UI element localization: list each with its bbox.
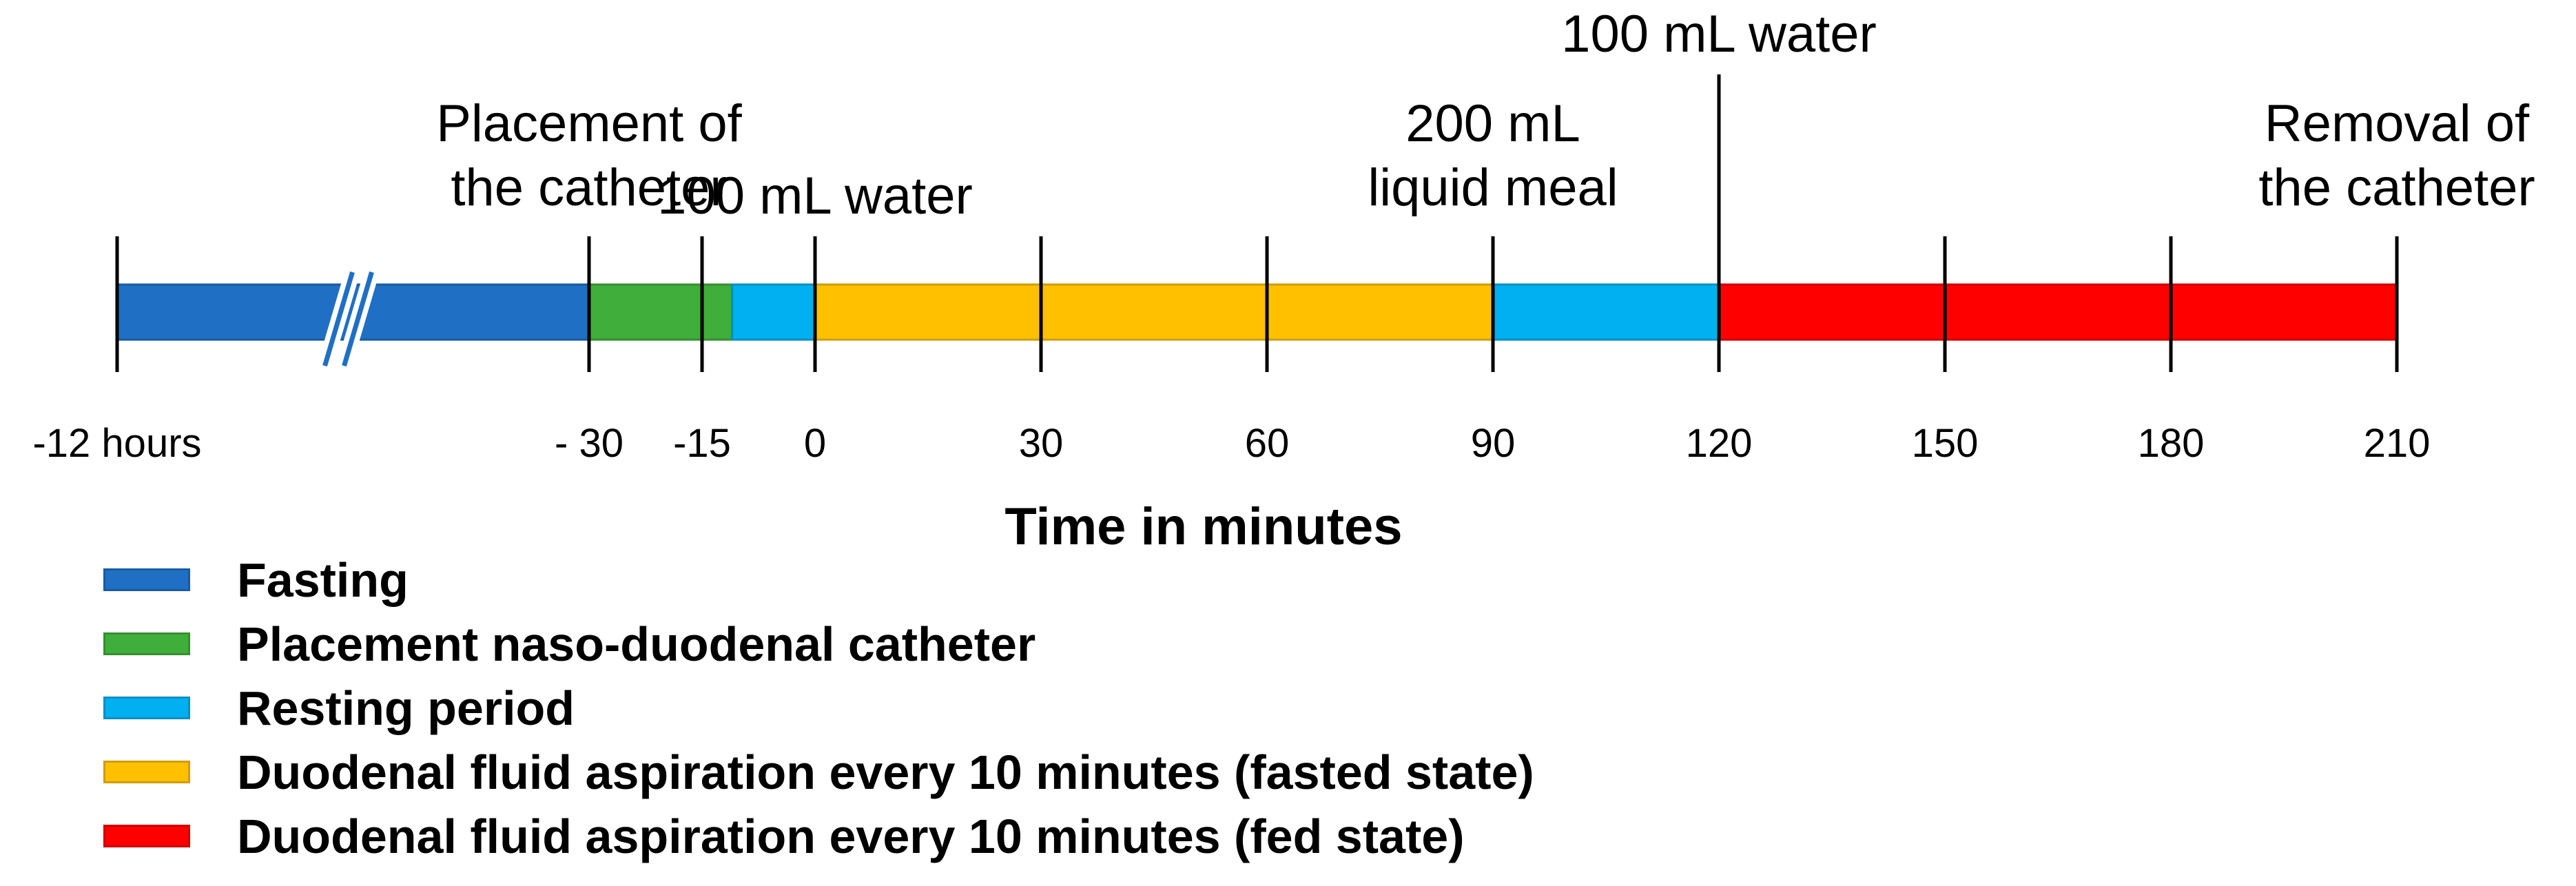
legend-swatch-placement bbox=[103, 632, 190, 655]
segment-resting-1 bbox=[731, 283, 816, 341]
event-label-100-ml-water-line-1: 100 mL water bbox=[657, 167, 973, 225]
segment-fasted-state bbox=[814, 283, 1494, 341]
axis-title: Time in minutes bbox=[1004, 497, 1402, 556]
event-label-placement-of-the-catheter-line-1: Placement of bbox=[436, 94, 742, 153]
segments-layer bbox=[116, 283, 2398, 341]
legend-item-resting: Resting period bbox=[103, 676, 1534, 740]
legend-label-fasted: Duodenal fluid aspiration every 10 minut… bbox=[237, 745, 1534, 799]
event-label-100-ml-water-line-1: 100 mL water bbox=[1561, 5, 1877, 63]
legend-swatch-fasted bbox=[103, 761, 190, 783]
tick-label-30: - 30 bbox=[555, 421, 624, 466]
event-label-200-ml-liquid-meal-line-1: 200 mL bbox=[1405, 94, 1580, 153]
event-label-placement-of-the-catheter-line-2: the catheter bbox=[451, 158, 727, 217]
tick-label-120: 120 bbox=[1686, 421, 1753, 466]
tick-label-60: 60 bbox=[1245, 421, 1290, 466]
segment-fed-state bbox=[1718, 283, 2398, 341]
legend-item-placement: Placement naso-duodenal catheter bbox=[103, 612, 1534, 676]
event-label-removal-of-the-catheter-line-1: Removal of bbox=[2265, 94, 2530, 153]
event-label-removal-of-the-catheter-line-2: the catheter bbox=[2258, 158, 2535, 217]
tick-label-90: 90 bbox=[1471, 421, 1516, 466]
legend-item-fed: Duodenal fluid aspiration every 10 minut… bbox=[103, 804, 1534, 868]
ticks-layer: -12 hours - 30 -15 0 30 60 90 120 150 180 210 bbox=[32, 236, 2430, 466]
segment-resting-2 bbox=[1492, 283, 1720, 341]
tick-label-12-hours: -12 hours bbox=[32, 421, 201, 466]
legend-item-fasted: Duodenal fluid aspiration every 10 minut… bbox=[103, 740, 1534, 804]
event-label-200-ml-liquid-meal-line-2: liquid meal bbox=[1368, 158, 1618, 217]
tick-label-180: 180 bbox=[2138, 421, 2205, 466]
legend-swatch-fed bbox=[103, 825, 190, 847]
tick-label-30: 30 bbox=[1019, 421, 1064, 466]
axis-break-layer bbox=[317, 269, 380, 369]
tick-label-150: 150 bbox=[1912, 421, 1979, 466]
legend-label-fasting: Fasting bbox=[237, 553, 409, 607]
legend-label-fed: Duodenal fluid aspiration every 10 minut… bbox=[237, 809, 1465, 863]
legend-swatch-fasting bbox=[103, 568, 190, 591]
legend-swatch-resting bbox=[103, 697, 190, 719]
legend-label-resting: Resting period bbox=[237, 681, 575, 735]
segment-placement bbox=[588, 283, 734, 341]
legend-item-fasting: Fasting bbox=[103, 548, 1534, 612]
legend-label-placement: Placement naso-duodenal catheter bbox=[237, 617, 1036, 671]
axis-break-icon bbox=[317, 269, 380, 369]
tick-label-15: -15 bbox=[673, 421, 731, 466]
tick-label-210: 210 bbox=[2364, 421, 2431, 466]
legend: Fasting Placement naso-duodenal catheter… bbox=[103, 548, 1534, 868]
tick-label-0: 0 bbox=[804, 421, 826, 466]
